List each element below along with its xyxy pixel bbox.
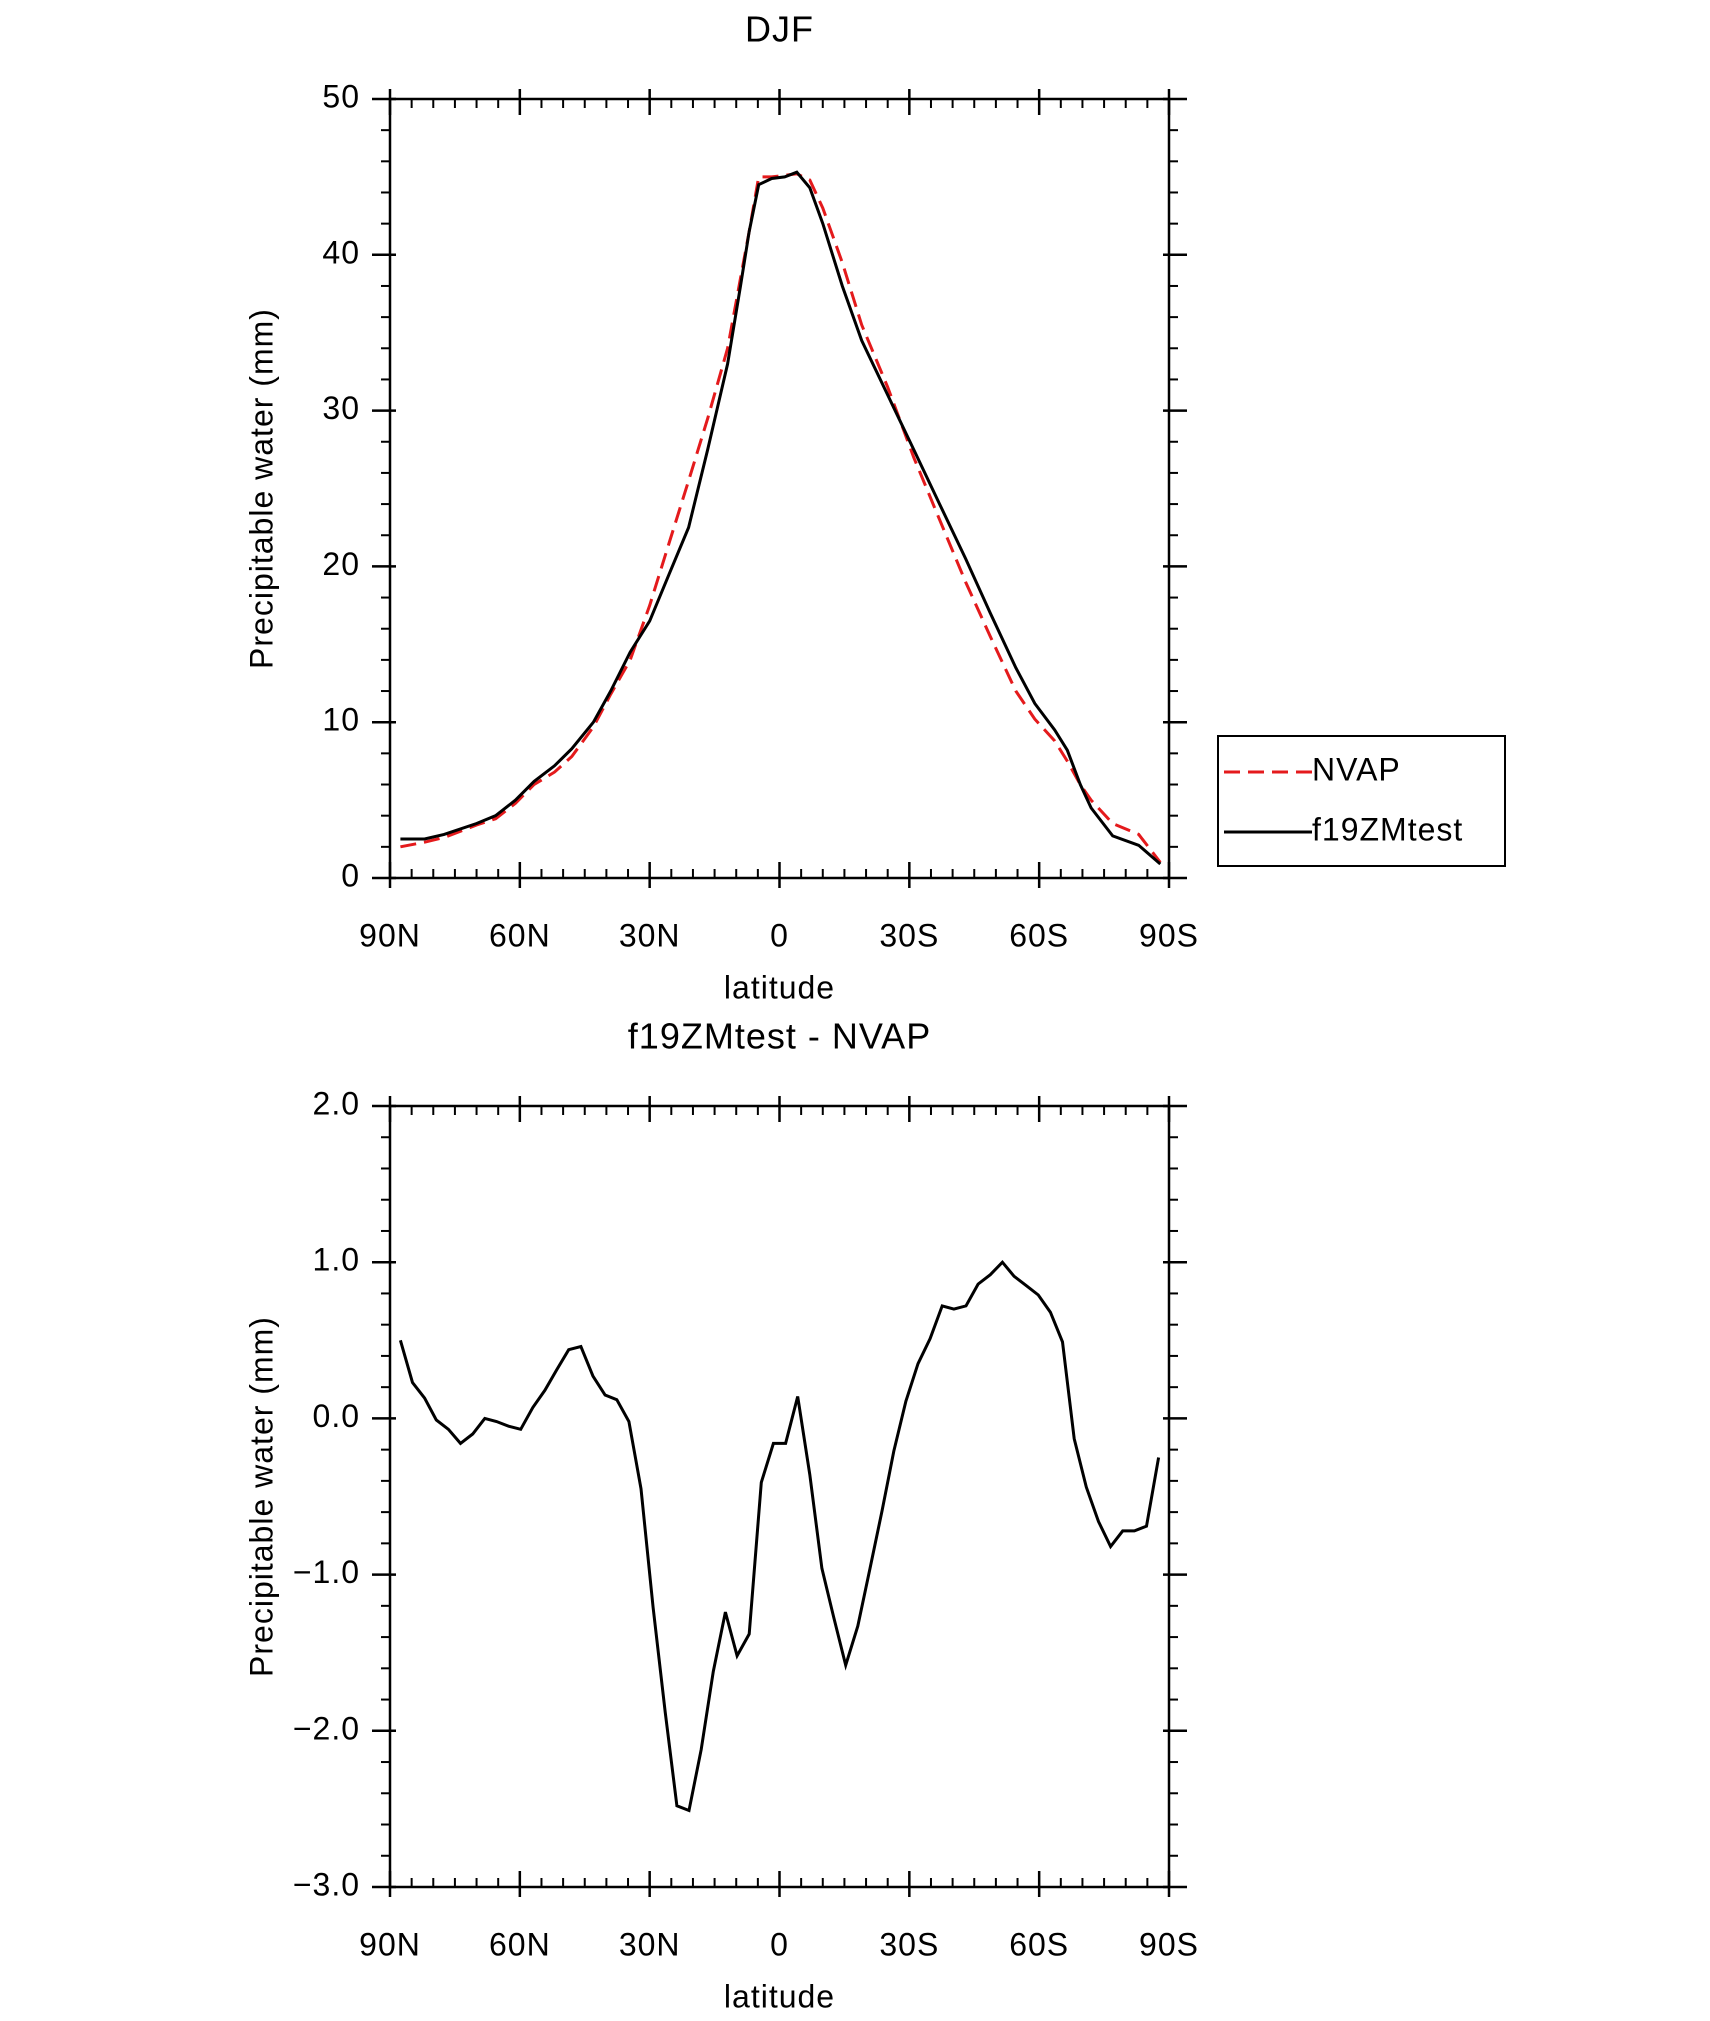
x-tick-label: 90S (1139, 1926, 1199, 1962)
series-line (398, 1259, 1161, 1813)
x-tick-label: 60S (1009, 1926, 1069, 1962)
x-axis-label: latitude (724, 1978, 835, 2014)
x-tick-label: 60N (489, 1926, 551, 1962)
x-tick-label: 30N (619, 917, 681, 953)
y-tick-label: 20 (322, 546, 360, 582)
series-line (400, 170, 1162, 866)
y-tick-label: 30 (322, 390, 360, 426)
y-axis-label: Precipitable water (mm) (243, 308, 279, 669)
x-tick-label: 0 (770, 1926, 789, 1962)
x-tick-label: 90N (359, 917, 421, 953)
y-tick-label: 0.0 (313, 1398, 360, 1434)
x-tick-label: 0 (770, 917, 789, 953)
chart-title: f19ZMtest - NVAP (628, 1016, 931, 1057)
x-tick-label: 90S (1139, 917, 1199, 953)
x-tick-label: 60S (1009, 917, 1069, 953)
plot-frame (388, 1104, 1171, 1889)
x-axis-label: latitude (724, 969, 835, 1005)
x-tick-label: 30S (879, 1926, 939, 1962)
chart-title: DJF (745, 9, 814, 50)
y-tick-label: 2.0 (313, 1085, 360, 1121)
y-axis-label: Precipitable water (mm) (243, 1316, 279, 1677)
legend-label: NVAP (1312, 751, 1401, 787)
legend-label: f19ZMtest (1312, 811, 1463, 847)
y-tick-label: 0 (341, 857, 360, 893)
y-tick-label: 40 (322, 234, 360, 270)
y-tick-label: 50 (322, 78, 360, 114)
x-tick-label: 60N (489, 917, 551, 953)
x-tick-label: 30N (619, 1926, 681, 1962)
y-tick-label: 1.0 (313, 1242, 360, 1278)
y-tick-label: −2.0 (293, 1710, 360, 1746)
y-tick-label: −1.0 (293, 1554, 360, 1590)
legend-box (1217, 735, 1506, 867)
plot-frame (388, 97, 1171, 880)
x-tick-label: 30S (879, 917, 939, 953)
x-tick-label: 90N (359, 1926, 421, 1962)
series-line (400, 172, 1162, 864)
y-tick-label: −3.0 (293, 1866, 360, 1902)
y-tick-label: 10 (322, 702, 360, 738)
